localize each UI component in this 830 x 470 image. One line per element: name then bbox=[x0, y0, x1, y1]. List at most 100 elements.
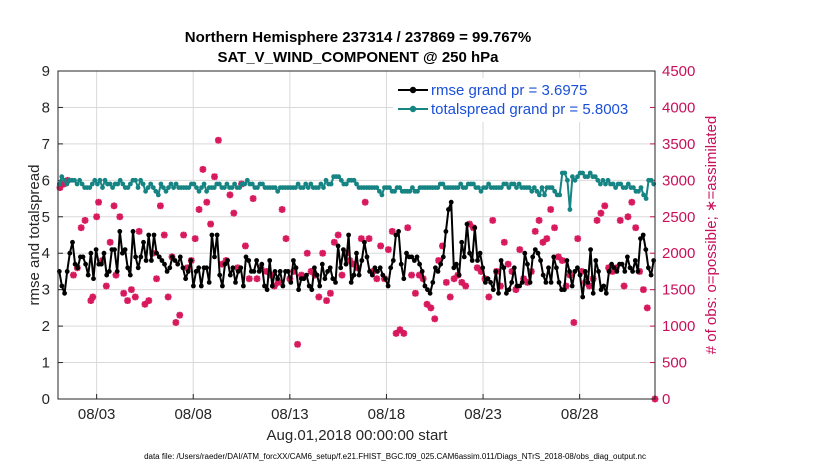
y-tick-label-right: 4000 bbox=[662, 99, 695, 116]
y-tick-label-left: 1 bbox=[42, 355, 50, 372]
obs-marker bbox=[120, 289, 128, 297]
obs-marker bbox=[207, 220, 215, 228]
obs-marker bbox=[531, 227, 539, 235]
rmse-point bbox=[538, 258, 543, 263]
rmse-point bbox=[259, 261, 265, 267]
rmse-point bbox=[532, 247, 538, 253]
obs-marker bbox=[327, 289, 334, 297]
spread-point bbox=[636, 188, 641, 194]
spread-point bbox=[641, 192, 646, 198]
spread-point bbox=[186, 185, 192, 191]
y-tick-label-left: 7 bbox=[42, 136, 50, 153]
spread-point bbox=[275, 188, 281, 194]
spread-point bbox=[216, 181, 222, 187]
spread-point bbox=[194, 185, 199, 191]
obs-marker bbox=[106, 238, 114, 246]
spread-point bbox=[166, 185, 171, 191]
rmse-point bbox=[280, 283, 286, 289]
spread-point bbox=[562, 170, 568, 176]
rmse-point bbox=[388, 265, 394, 271]
obs-marker bbox=[128, 286, 135, 294]
rmse-point bbox=[330, 276, 336, 282]
y-tick-label-left: 4 bbox=[42, 245, 50, 262]
rmse-point bbox=[288, 280, 294, 285]
obs-marker bbox=[172, 319, 180, 326]
spread-point bbox=[539, 185, 545, 191]
spread-point bbox=[120, 181, 126, 187]
spread-point bbox=[135, 185, 141, 191]
spread-point bbox=[529, 188, 535, 194]
spread-point bbox=[575, 174, 580, 180]
rmse-point bbox=[198, 283, 204, 289]
rmse-point bbox=[267, 258, 273, 263]
rmse-point bbox=[130, 229, 136, 234]
obs-marker bbox=[574, 235, 582, 243]
obs-marker bbox=[543, 235, 551, 243]
rmse-point bbox=[193, 269, 199, 274]
rmse-point bbox=[517, 283, 522, 289]
spread-point bbox=[153, 188, 159, 194]
obs-marker bbox=[554, 253, 562, 261]
spread-point bbox=[483, 185, 489, 191]
spread-point bbox=[600, 177, 606, 183]
x-tick-label: 08/23 bbox=[464, 406, 502, 423]
rmse-point bbox=[191, 283, 196, 289]
spread-point bbox=[138, 177, 144, 183]
rmse-point bbox=[548, 280, 554, 285]
rmse-point bbox=[611, 265, 617, 271]
rmse-point bbox=[556, 280, 562, 285]
rmse-point bbox=[588, 247, 593, 253]
rmse-point bbox=[603, 290, 609, 296]
obs-marker bbox=[282, 235, 290, 243]
totalspread-series bbox=[56, 170, 657, 212]
rmse-point bbox=[291, 258, 296, 263]
spread-point bbox=[59, 174, 65, 180]
obs-marker bbox=[323, 297, 330, 304]
rmse-point bbox=[511, 265, 517, 271]
legend-box bbox=[393, 78, 650, 122]
obs-marker bbox=[203, 198, 211, 206]
rmse-point bbox=[609, 261, 614, 267]
obs-marker bbox=[330, 238, 338, 246]
spread-point bbox=[534, 188, 540, 194]
obs-marker bbox=[500, 238, 508, 246]
obs-marker bbox=[624, 213, 632, 221]
obs-marker bbox=[458, 278, 466, 286]
legend-spread-marker bbox=[409, 105, 417, 113]
rmse-point bbox=[333, 280, 338, 285]
rmse-point bbox=[614, 269, 620, 274]
rmse-point bbox=[177, 254, 183, 260]
rmse-point bbox=[493, 269, 499, 274]
rmse-point bbox=[643, 247, 649, 253]
rmse-point bbox=[530, 254, 536, 260]
rmse-point bbox=[390, 258, 396, 263]
spread-point bbox=[392, 188, 397, 194]
rmse-point bbox=[138, 254, 144, 260]
rmse-point bbox=[375, 269, 380, 274]
obs-marker bbox=[249, 195, 257, 202]
rmse-point bbox=[393, 232, 399, 238]
legend-rmse-marker bbox=[409, 86, 417, 94]
rmse-point bbox=[59, 283, 65, 289]
rmse-point bbox=[264, 287, 270, 293]
y-tick-label-right: 1000 bbox=[662, 318, 695, 335]
rmse-point bbox=[404, 250, 409, 256]
rmse-point bbox=[212, 254, 217, 260]
rmse-point bbox=[162, 261, 167, 267]
rmse-point bbox=[359, 258, 365, 263]
rmse-point bbox=[506, 287, 512, 293]
rmse-point bbox=[312, 265, 317, 271]
x-tick-label: 08/13 bbox=[271, 406, 309, 423]
rmse-point bbox=[543, 280, 549, 285]
obs-marker bbox=[408, 271, 415, 279]
obs-marker bbox=[384, 246, 392, 253]
obs-marker bbox=[135, 227, 143, 235]
rmse-point bbox=[385, 283, 391, 289]
spread-point bbox=[506, 185, 512, 191]
spread-point bbox=[343, 181, 349, 187]
spread-point bbox=[410, 185, 415, 191]
rmse-point bbox=[504, 290, 509, 296]
rmse-point bbox=[483, 280, 488, 285]
rmse-point bbox=[585, 280, 591, 285]
spread-point bbox=[305, 185, 311, 191]
